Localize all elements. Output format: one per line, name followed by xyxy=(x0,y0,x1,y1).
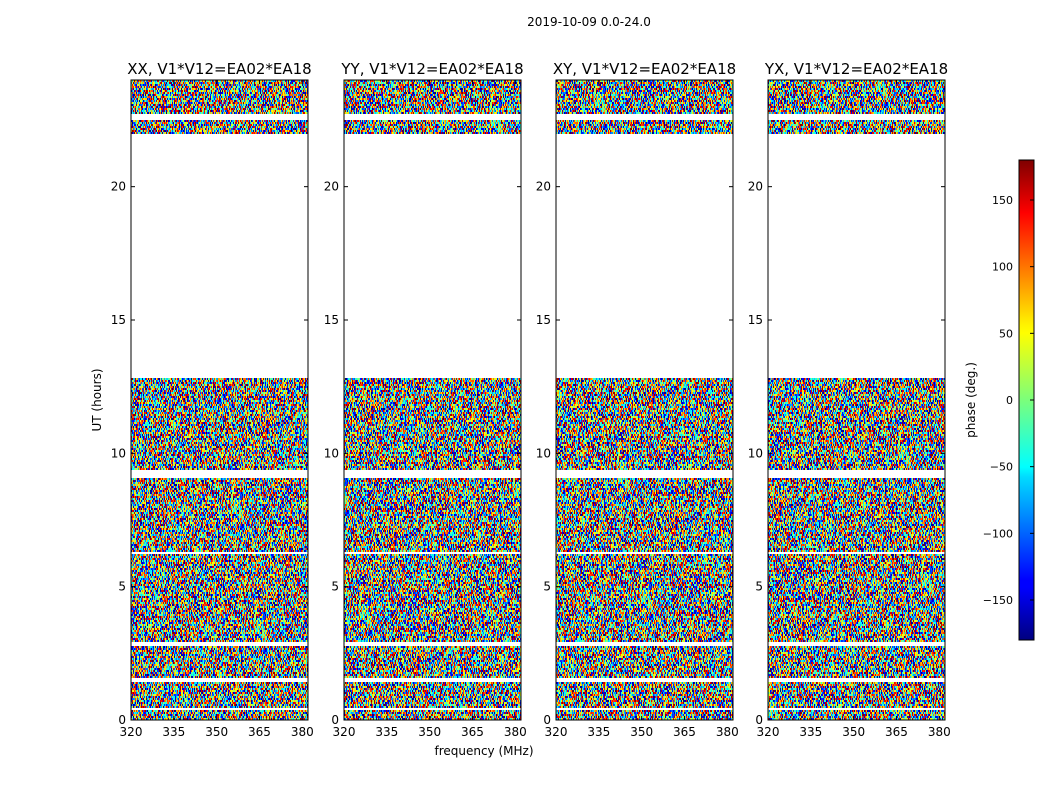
y-tick-label: 20 xyxy=(748,180,763,194)
y-tick-label: 0 xyxy=(331,713,339,727)
colorbar-tick-label: −100 xyxy=(983,527,1013,540)
x-tick-label: 365 xyxy=(461,725,484,739)
colorbar-tick-label: 50 xyxy=(999,327,1013,340)
y-tick-label: 5 xyxy=(118,580,126,594)
phase-heatmap xyxy=(768,80,945,720)
x-tick-label: 320 xyxy=(757,725,780,739)
y-tick-label: 10 xyxy=(536,446,551,460)
colorbar-tick-label: −150 xyxy=(983,594,1013,607)
phase-heatmap xyxy=(556,80,733,720)
x-tick-label: 320 xyxy=(120,725,143,739)
y-tick-label: 5 xyxy=(543,580,551,594)
y-tick-label: 10 xyxy=(324,446,339,460)
panels: XX, V1*V12=EA02*EA18 320 335 350 365 380 0 5 10 1… xyxy=(111,60,951,739)
x-tick-label: 365 xyxy=(885,725,908,739)
y-tick-label: 5 xyxy=(331,580,339,594)
axes-frame xyxy=(767,79,946,721)
x-tick-label: 380 xyxy=(716,725,739,739)
colorbar-tick-label: 150 xyxy=(992,194,1013,207)
x-axis-label: frequency (MHz) xyxy=(434,744,533,758)
x-tick-label: 365 xyxy=(673,725,696,739)
x-tick-label: 350 xyxy=(842,725,865,739)
x-tick-label: 365 xyxy=(248,725,271,739)
phase-heatmap xyxy=(344,80,521,720)
colorbar-tick-label: −50 xyxy=(990,461,1013,474)
y-tick-label: 15 xyxy=(324,313,339,327)
colorbar-tick-label: 0 xyxy=(1006,394,1013,407)
y-tick-label: 15 xyxy=(748,313,763,327)
panel-title: YY, V1*V12=EA02*EA18 xyxy=(340,60,523,78)
x-tick-label: 350 xyxy=(630,725,653,739)
x-tick-label: 320 xyxy=(545,725,568,739)
panel-xy: XY, V1*V12=EA02*EA18 320 335 350 365 380 0 5 10 1… xyxy=(536,60,739,739)
x-tick-label: 335 xyxy=(799,725,822,739)
axes-frame xyxy=(130,79,309,721)
panel-yx: YX, V1*V12=EA02*EA18 320 335 350 365 380 0 5 10 1… xyxy=(748,60,951,739)
colorbar-tick-label: 100 xyxy=(992,261,1013,274)
panel-yy: YY, V1*V12=EA02*EA18 320 335 350 365 380 0 5 10 1… xyxy=(324,60,527,739)
y-tick-label: 0 xyxy=(543,713,551,727)
y-tick-label: 20 xyxy=(324,180,339,194)
y-tick-label: 5 xyxy=(755,580,763,594)
colorbar-ticks: −150 −100 −50 0 50 100 150 xyxy=(983,194,1034,607)
y-axis-label: UT (hours) xyxy=(90,368,104,431)
y-tick-label: 10 xyxy=(111,446,126,460)
x-tick-label: 335 xyxy=(587,725,610,739)
colorbar-label: phase (deg.) xyxy=(964,362,978,438)
x-tick-label: 335 xyxy=(375,725,398,739)
suptitle: 2019-10-09 0.0-24.0 xyxy=(527,15,651,29)
panel-title: XY, V1*V12=EA02*EA18 xyxy=(553,60,736,78)
colorbar: −150 −100 −50 0 50 100 150 phase (deg.) xyxy=(964,159,1035,641)
x-tick-label: 350 xyxy=(418,725,441,739)
panel-xx: XX, V1*V12=EA02*EA18 320 335 350 365 380 0 5 10 1… xyxy=(111,60,314,739)
x-tick-label: 350 xyxy=(205,725,228,739)
y-tick-label: 20 xyxy=(536,180,551,194)
axes-frame xyxy=(555,79,734,721)
y-tick-label: 20 xyxy=(111,180,126,194)
x-tick-label: 380 xyxy=(928,725,951,739)
phase-heatmap xyxy=(131,80,308,720)
y-tick-label: 10 xyxy=(748,446,763,460)
y-tick-label: 15 xyxy=(111,313,126,327)
y-tick-label: 0 xyxy=(118,713,126,727)
x-tick-label: 380 xyxy=(504,725,527,739)
axes-frame xyxy=(343,79,522,721)
x-tick-label: 335 xyxy=(162,725,185,739)
y-tick-label: 15 xyxy=(536,313,551,327)
panel-title: YX, V1*V12=EA02*EA18 xyxy=(764,60,948,78)
panel-title: XX, V1*V12=EA02*EA18 xyxy=(127,60,311,78)
y-tick-label: 0 xyxy=(755,713,763,727)
x-tick-label: 320 xyxy=(333,725,356,739)
x-tick-label: 380 xyxy=(291,725,314,739)
